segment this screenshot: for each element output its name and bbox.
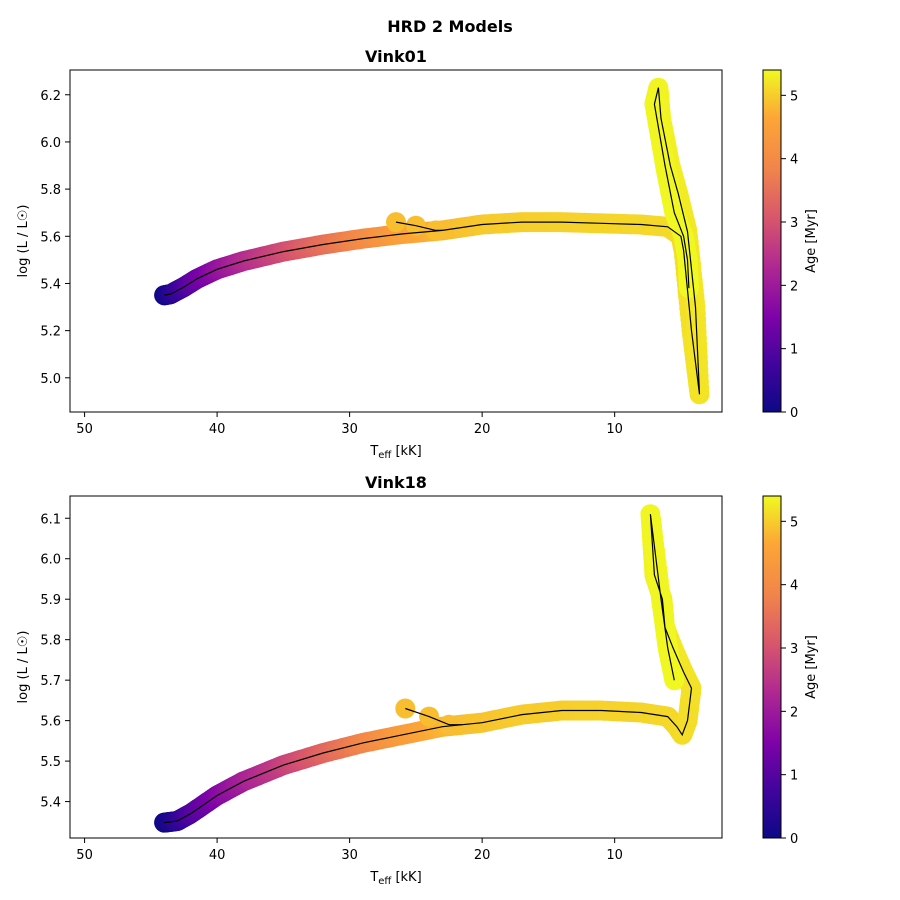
- y-tick-label: 6.0: [40, 553, 61, 568]
- y-tick-label: 5.6: [40, 715, 61, 730]
- y-tick-label: 5.4: [40, 277, 61, 292]
- x-tick-label: 10: [606, 848, 623, 863]
- x-tick-label: 10: [606, 422, 623, 437]
- y-tick-label: 5.6: [40, 230, 61, 245]
- x-tick-label: 40: [209, 848, 226, 863]
- plot-frame: [69, 69, 723, 413]
- y-tick-label: 6.0: [40, 136, 61, 151]
- colorbar-tick-label: 1: [790, 769, 798, 784]
- y-axis-label: log (L / L☉): [16, 205, 31, 278]
- x-tick-label: 50: [76, 422, 93, 437]
- y-axis: 5.4 5.5 5.6 5.7 5.8 5.9 6.0 6.1: [40, 512, 70, 811]
- track-line-path: [164, 87, 701, 395]
- colorbar-tick-label: 0: [790, 406, 798, 421]
- colorbar-tick-label: 2: [790, 705, 798, 720]
- colorbar-tick-label: 4: [790, 153, 798, 168]
- y-axis: 5.0 5.2 5.4 5.6 5.8 6.0 6.2: [40, 89, 70, 387]
- colorbar: 0 1 2 3 4 5 Age [Myr]: [762, 69, 819, 421]
- track-markers: [154, 504, 702, 833]
- colorbar-tick-label: 4: [790, 579, 798, 594]
- x-tick-label: 30: [341, 848, 358, 863]
- panel-vink01: Vink01 50 40 30 20 10 5.05.25.45.65.86.06.2 …: [16, 47, 819, 461]
- track-hook-path: [395, 221, 443, 231]
- track-line: [164, 87, 701, 395]
- figure-title: HRD 2 Models: [387, 17, 513, 36]
- colorbar-tick-label: 2: [790, 279, 798, 294]
- colorbar-tick-label: 5: [790, 89, 798, 104]
- y-tick-label: 5.9: [40, 593, 61, 608]
- track-markers: [154, 77, 710, 405]
- colorbar-ticks: 0 1 2 3 4 5: [781, 515, 798, 847]
- y-tick-label: 6.1: [40, 512, 61, 527]
- colorbar-tick-label: 1: [790, 343, 798, 358]
- x-axis: 50 40 30 20 10: [76, 412, 623, 437]
- colorbar-tick-label: 3: [790, 216, 798, 231]
- y-tick-label: 5.8: [40, 634, 61, 649]
- x-tick-label: 20: [474, 848, 491, 863]
- x-tick-label: 20: [474, 422, 491, 437]
- y-tick-label: 6.2: [40, 89, 61, 104]
- panel-vink18: Vink18 50 40 30 20 10 5.45.55.65.75.85.96.06…: [16, 473, 819, 887]
- x-tick-label: 40: [209, 422, 226, 437]
- colorbar-tick-label: 3: [790, 642, 798, 657]
- panel-title: Vink01: [365, 47, 427, 66]
- x-axis-label: Teff [kK]: [369, 444, 421, 461]
- colorbar-tick-label: 5: [790, 515, 798, 530]
- track-hook-path: [405, 707, 463, 726]
- x-axis-label: Teff [kK]: [369, 870, 421, 887]
- colorbar-ticks: 0 1 2 3 4 5: [781, 89, 798, 421]
- x-tick-label: 30: [341, 422, 358, 437]
- y-axis-label: log (L / L☉): [16, 631, 31, 704]
- x-tick-label: 50: [76, 848, 93, 863]
- panel-title: Vink18: [365, 473, 427, 492]
- y-tick-label: 5.4: [40, 796, 61, 811]
- colorbar-label: Age [Myr]: [804, 635, 819, 699]
- track-line: [164, 514, 693, 824]
- y-tick-label: 5.2: [40, 325, 61, 340]
- y-tick-label: 5.8: [40, 183, 61, 198]
- colorbar-label: Age [Myr]: [804, 209, 819, 273]
- y-tick-label: 5.5: [40, 755, 61, 770]
- colorbar-gradient: [762, 495, 782, 839]
- x-axis: 50 40 30 20 10: [76, 838, 623, 863]
- y-tick-label: 5.7: [40, 674, 61, 689]
- colorbar: 0 1 2 3 4 5 Age [Myr]: [762, 495, 819, 847]
- colorbar-gradient: [762, 69, 782, 413]
- y-tick-label: 5.0: [40, 372, 61, 387]
- colorbar-tick-label: 0: [790, 832, 798, 847]
- track-line-path: [164, 514, 693, 824]
- plot-frame: [69, 495, 723, 839]
